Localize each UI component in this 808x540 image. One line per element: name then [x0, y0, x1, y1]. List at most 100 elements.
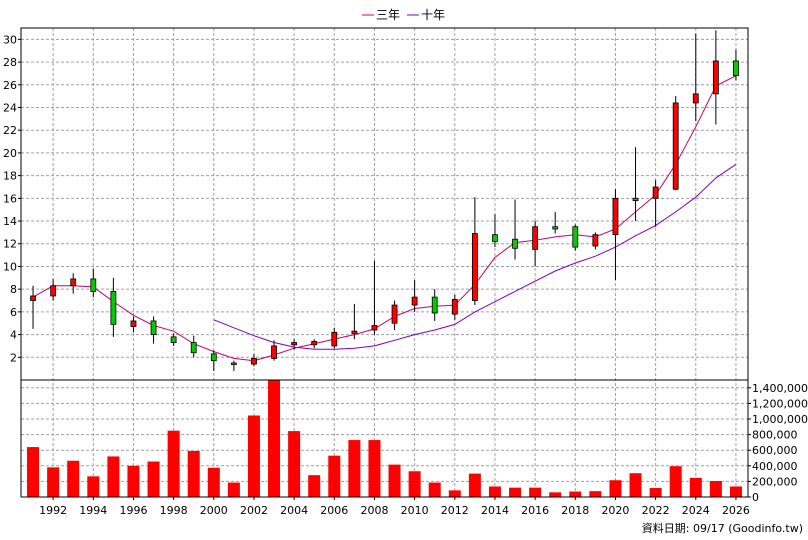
candle-body — [50, 285, 57, 297]
price-tick-label: 30 — [3, 33, 17, 46]
candle-body — [230, 362, 237, 365]
price-frame — [20, 27, 749, 381]
volume-bar — [709, 481, 722, 497]
volume-bar — [689, 477, 702, 497]
volume-bar — [328, 455, 341, 497]
year-tick-label: 1998 — [160, 504, 188, 517]
ma10-line — [213, 163, 737, 350]
volume-bar — [629, 473, 642, 497]
volume-tick-label: 1,200,000 — [752, 397, 808, 410]
candle-body — [451, 298, 458, 315]
volume-panel — [27, 380, 742, 497]
candle-body — [672, 102, 679, 190]
volume-bar — [669, 466, 682, 497]
candle-body — [170, 336, 177, 343]
volume-tick-label: 800,000 — [752, 429, 798, 442]
volume-bar — [549, 492, 562, 497]
volume-tick-label: 600,000 — [752, 444, 798, 457]
volume-bar — [408, 471, 421, 497]
volume-bar — [227, 482, 240, 497]
candle-body — [431, 296, 438, 314]
price-tick-label: 24 — [3, 101, 17, 114]
volume-tick-label: 0 — [752, 491, 759, 504]
legend-label-ma10: 十年 — [421, 8, 445, 22]
volume-bar — [288, 431, 301, 497]
price-tick-label: 6 — [10, 306, 17, 319]
volume-tick-label: 1,000,000 — [752, 413, 808, 426]
candle-body — [271, 345, 277, 359]
candle-body — [411, 296, 418, 306]
volume-bar — [569, 491, 582, 497]
volume-bar — [167, 430, 180, 497]
candle-body — [572, 226, 579, 248]
year-tick-label: 2016 — [521, 504, 549, 517]
price-panel — [30, 30, 739, 371]
legend: 三年 十年 — [362, 8, 445, 22]
year-tick-label: 1996 — [119, 504, 147, 517]
volume-bar — [428, 482, 441, 497]
volume-bar — [308, 475, 321, 497]
volume-bar — [448, 490, 461, 497]
year-tick-label: 2018 — [561, 504, 589, 517]
volume-bar — [509, 487, 522, 497]
legend-label-ma3: 三年 — [376, 8, 400, 22]
candle-body — [391, 304, 398, 324]
price-tick-label: 8 — [10, 283, 17, 296]
volume-bar — [247, 415, 260, 497]
volume-bar — [468, 473, 481, 497]
year-tick-label: 2022 — [642, 504, 670, 517]
volume-bar — [207, 467, 220, 497]
axes: 246810121416182022242628300200,000400,00… — [3, 27, 808, 517]
volume-bar — [488, 486, 501, 497]
volume-bar — [649, 488, 662, 497]
year-tick-label: 1992 — [39, 504, 67, 517]
candle-body — [190, 342, 197, 354]
price-tick-label: 12 — [3, 238, 17, 251]
candle-body — [712, 60, 719, 95]
candle-body — [471, 233, 478, 301]
volume-bar — [368, 440, 381, 497]
year-tick-label: 2008 — [360, 504, 388, 517]
candle-body — [110, 291, 117, 325]
candle-body — [512, 238, 518, 249]
candle-body — [210, 353, 217, 362]
year-tick-label: 2014 — [481, 504, 509, 517]
ma3-line — [32, 75, 737, 362]
candle-body — [532, 226, 539, 250]
volume-tick-label: 1,400,000 — [752, 382, 808, 395]
volume-bar — [47, 467, 60, 497]
year-tick-label: 2020 — [601, 504, 629, 517]
candle-body — [251, 358, 257, 365]
year-tick-label: 2002 — [240, 504, 268, 517]
price-tick-label: 10 — [3, 260, 17, 273]
candle-body — [492, 234, 498, 242]
candle-body — [150, 320, 157, 335]
candle-body — [130, 320, 137, 328]
volume-bar — [348, 440, 361, 497]
candle-body — [652, 186, 659, 199]
price-tick-label: 4 — [10, 329, 17, 342]
volume-bar — [268, 380, 281, 497]
year-tick-label: 2012 — [441, 504, 469, 517]
year-tick-label: 2024 — [682, 504, 710, 517]
year-tick-label: 2000 — [200, 504, 228, 517]
candle-body — [351, 330, 358, 334]
price-tick-label: 14 — [3, 215, 17, 228]
volume-bar — [67, 460, 80, 497]
volume-bar — [127, 465, 140, 497]
candle-body — [90, 278, 97, 292]
year-tick-label: 2026 — [722, 504, 750, 517]
price-tick-label: 28 — [3, 56, 17, 69]
volume-bar — [147, 461, 160, 497]
year-tick-label: 1994 — [79, 504, 107, 517]
price-tick-label: 2 — [10, 351, 17, 364]
grid — [21, 28, 748, 497]
candle-body — [331, 331, 338, 347]
candle-body — [592, 234, 599, 247]
candle-body — [371, 325, 378, 331]
volume-tick-label: 200,000 — [752, 475, 798, 488]
year-tick-label: 2006 — [320, 504, 348, 517]
year-tick-label: 2010 — [401, 504, 429, 517]
volume-bar — [27, 447, 40, 497]
price-tick-label: 20 — [3, 147, 17, 160]
